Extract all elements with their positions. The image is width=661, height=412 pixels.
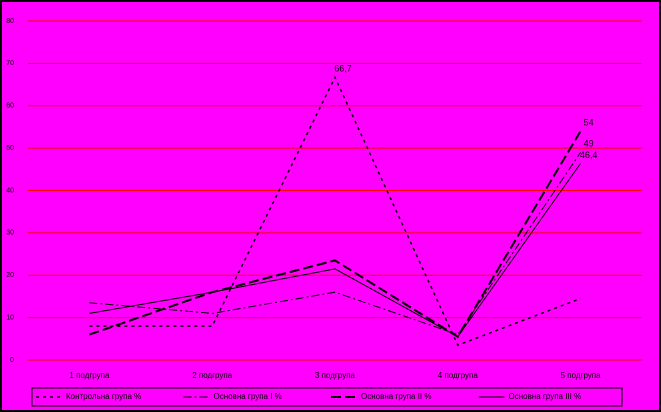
y-tick-label: 0 (10, 357, 14, 364)
x-tick-label: 5 подгрупа (561, 371, 602, 380)
data-label: 46,4 (580, 150, 598, 160)
series-line (89, 152, 582, 336)
series-line (89, 75, 581, 347)
y-tick-label: 60 (6, 103, 14, 110)
data-label: 49 (584, 139, 594, 149)
y-tick-label: 40 (6, 187, 14, 194)
legend-label: Основна група ІІІ % (509, 392, 582, 401)
data-label: 54 (584, 118, 594, 128)
y-tick-label: 30 (6, 230, 14, 237)
x-tick-label: 2 подгрупа (192, 371, 233, 380)
x-tick-label: 4 подгрупа (438, 371, 479, 380)
y-tick-label: 70 (6, 60, 14, 67)
legend-label: Контрольна група % (66, 392, 141, 401)
legend-label: Основна група І % (214, 392, 282, 401)
series-line (89, 130, 582, 339)
y-tick-label: 20 (6, 272, 14, 279)
y-tick-label: 10 (6, 314, 14, 321)
data-label: 66,7 (334, 64, 352, 74)
series-line (89, 163, 582, 338)
legend-box (31, 387, 623, 407)
x-tick-label: 3 подгрупа (315, 371, 356, 380)
legend-label: Основна група ІІ % (361, 392, 432, 401)
y-tick-label: 80 (6, 18, 14, 25)
y-tick-label: 50 (6, 145, 14, 152)
x-tick-label: 1 подгрупа (69, 371, 110, 380)
